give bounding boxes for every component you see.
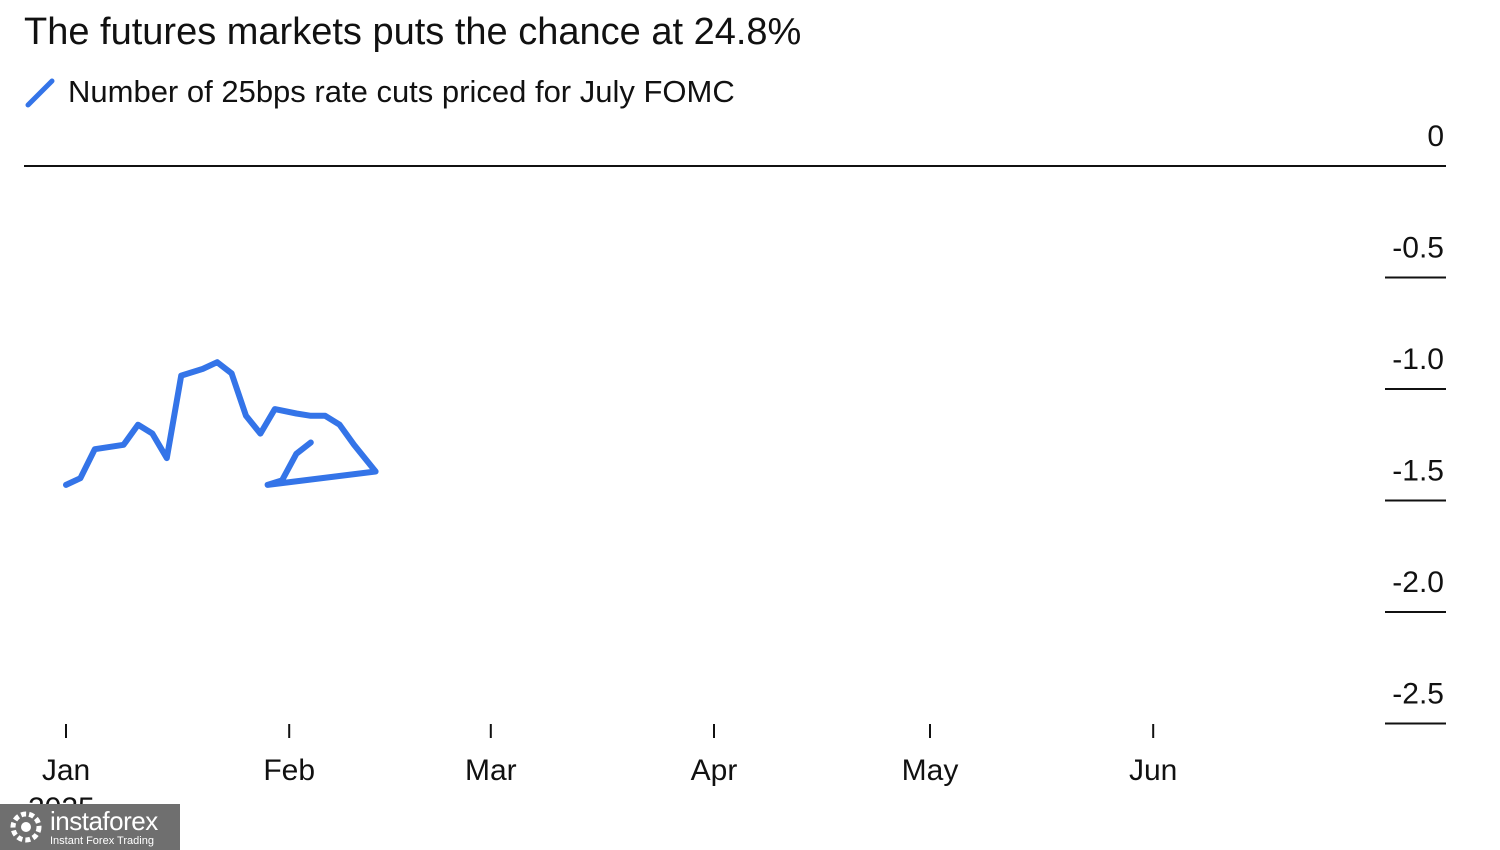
y-tick-label: -2.5 xyxy=(1392,678,1444,711)
y-tick-label: -2.0 xyxy=(1392,566,1444,599)
y-tick-label: -0.5 xyxy=(1392,232,1444,265)
x-tick-label: May xyxy=(902,754,959,787)
legend-label: Number of 25bps rate cuts priced for Jul… xyxy=(68,74,735,109)
legend-line-icon xyxy=(25,78,55,108)
series-line xyxy=(63,359,379,488)
y-tick-label: 0 xyxy=(1427,120,1444,153)
x-tick-label: Feb xyxy=(263,754,315,787)
watermark-brand: instaforex xyxy=(50,805,158,836)
x-tick-label: Apr xyxy=(691,754,738,787)
y-axis: 0 -0.5 -1.0 -1.5 -2.0 -2.5 xyxy=(1385,120,1446,725)
y-tick-label: -1.0 xyxy=(1392,343,1444,376)
x-tick-label: Mar xyxy=(465,754,517,787)
chart-title: The futures markets puts the chance at 2… xyxy=(24,11,802,53)
legend: Number of 25bps rate cuts priced for Jul… xyxy=(24,70,735,114)
y-tick-label: -1.5 xyxy=(1392,455,1444,488)
watermark-tagline: Instant Forex Trading xyxy=(50,834,154,847)
x-tick-label: Jun xyxy=(1129,754,1177,787)
gear-logo-icon xyxy=(10,811,42,843)
watermark-logo: instaforex Instant Forex Trading xyxy=(0,804,180,850)
x-axis: JanFebMarAprMayJun2025 xyxy=(28,724,1177,825)
x-tick-label: Jan xyxy=(42,754,90,787)
